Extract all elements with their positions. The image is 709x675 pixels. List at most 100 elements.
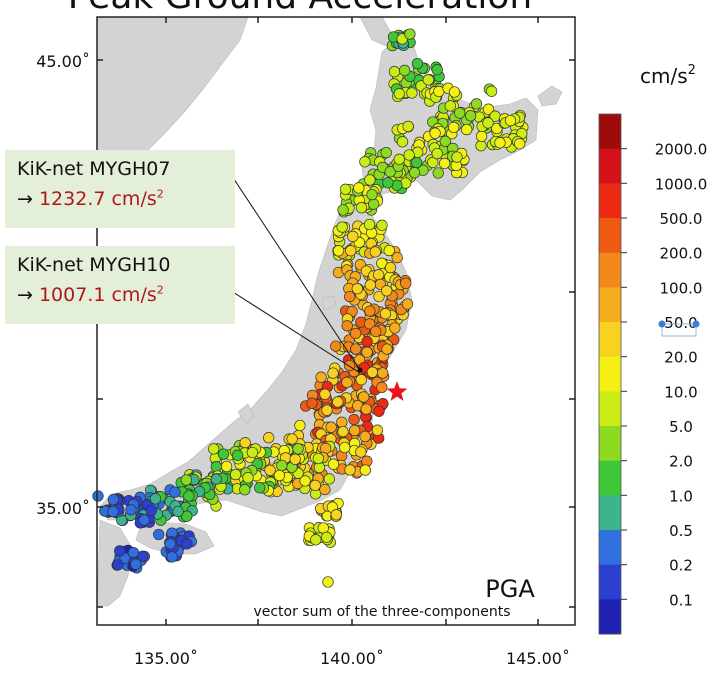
- epicenter-star-icon: [386, 381, 408, 401]
- station-marker: [355, 202, 368, 214]
- station-marker: [494, 137, 506, 149]
- colorbar-segment: [599, 495, 621, 531]
- station-marker: [348, 413, 360, 426]
- station-layer: [92, 28, 529, 588]
- station-marker: [339, 183, 352, 195]
- station-marker: [319, 388, 331, 400]
- station-marker: [485, 85, 498, 97]
- station-marker: [372, 269, 385, 281]
- station-marker: [391, 251, 403, 264]
- station-marker: [350, 343, 362, 355]
- station-marker: [166, 551, 178, 563]
- station-marker: [254, 482, 266, 494]
- station-marker: [149, 493, 162, 505]
- station-marker: [242, 472, 254, 484]
- callout-mygh10: KiK-net MYGH10 → 1007.1 cm/s2: [5, 246, 235, 324]
- station-marker: [350, 327, 362, 340]
- station-marker: [264, 464, 276, 476]
- station-marker: [164, 538, 176, 550]
- station-marker: [246, 446, 259, 459]
- colorbar-tick-label: 1.0: [669, 487, 693, 505]
- colorbar-tick-label: 2000.0: [655, 141, 708, 159]
- land-shape: [537, 85, 563, 107]
- station-marker: [380, 146, 392, 159]
- colorbar-segment: [599, 356, 621, 392]
- station-marker: [364, 318, 376, 330]
- station-marker: [355, 374, 367, 386]
- station-marker: [393, 153, 405, 165]
- station-marker: [429, 127, 441, 139]
- station-marker: [220, 460, 233, 473]
- station-marker: [107, 493, 120, 506]
- station-marker: [404, 28, 416, 40]
- station-marker: [145, 504, 157, 517]
- station-marker: [376, 381, 388, 394]
- station-marker: [377, 367, 389, 379]
- station-marker: [231, 449, 244, 461]
- colorbar-tick-labels: 2000.0 1000.0 500.0 200.0 100.0 50.0 20.0 10.0 5…: [621, 141, 708, 609]
- station-marker: [402, 120, 414, 133]
- colorbar-segment: [599, 148, 621, 184]
- station-marker: [130, 558, 142, 570]
- station-marker: [286, 433, 298, 445]
- station-marker: [327, 367, 339, 379]
- colorbar-tick-label: 0.5: [669, 522, 693, 540]
- station-marker: [359, 156, 371, 168]
- station-marker: [482, 117, 494, 129]
- leader-line-mygh07: [227, 169, 361, 371]
- station-marker: [325, 421, 337, 433]
- station-marker: [114, 545, 126, 557]
- station-marker: [337, 425, 349, 438]
- arrow-icon: →: [17, 188, 33, 210]
- station-marker: [448, 121, 460, 134]
- station-marker: [364, 279, 376, 291]
- station-marker: [381, 285, 393, 297]
- station-marker: [327, 458, 340, 470]
- station-marker: [384, 166, 396, 178]
- colorbar-segments: [599, 114, 621, 635]
- lon-label-135: 135.00˚: [134, 649, 198, 668]
- station-marker: [263, 432, 275, 444]
- station-marker: [376, 219, 388, 231]
- station-marker: [351, 283, 363, 295]
- colorbar-frame: [598, 113, 622, 635]
- station-marker: [323, 473, 335, 485]
- callout-mygh07-value: 1232.7 cm/s2: [38, 187, 164, 210]
- colorbar-segment: [599, 287, 621, 323]
- station-marker: [330, 340, 342, 352]
- colorbar-tick-label: 1000.0: [655, 175, 708, 193]
- station-marker: [315, 371, 327, 383]
- station-marker: [210, 473, 222, 485]
- colorbar-tick-label: 50.0: [664, 314, 697, 332]
- colorbar-segment: [599, 252, 621, 288]
- station-marker: [344, 290, 356, 303]
- station-marker: [322, 576, 334, 588]
- station-marker: [369, 246, 381, 258]
- arrow-icon: →: [17, 284, 33, 306]
- station-marker: [368, 198, 380, 210]
- station-mygh07-marker: [357, 367, 363, 373]
- colorbar-range-marker: [658, 320, 700, 337]
- station-marker: [513, 138, 526, 150]
- station-marker: [364, 305, 376, 317]
- station-marker: [360, 403, 372, 415]
- callout-leader-lines: [224, 169, 363, 374]
- colorbar-tick-label: 20.0: [664, 349, 697, 367]
- station-marker: [289, 453, 301, 465]
- station-marker: [451, 151, 463, 163]
- colorbar-tick-label: 0.1: [669, 591, 693, 609]
- station-marker: [348, 424, 361, 437]
- colorbar-segment: [599, 530, 621, 566]
- station-marker: [431, 64, 443, 76]
- station-marker: [343, 359, 356, 372]
- station-marker: [363, 218, 376, 231]
- station-marker: [382, 177, 394, 189]
- station-marker: [336, 416, 348, 428]
- station-marker: [400, 277, 412, 289]
- station-marker: [406, 87, 418, 99]
- station-marker: [373, 290, 385, 303]
- station-marker: [299, 475, 311, 487]
- station-marker: [172, 505, 184, 518]
- station-marker: [432, 167, 444, 179]
